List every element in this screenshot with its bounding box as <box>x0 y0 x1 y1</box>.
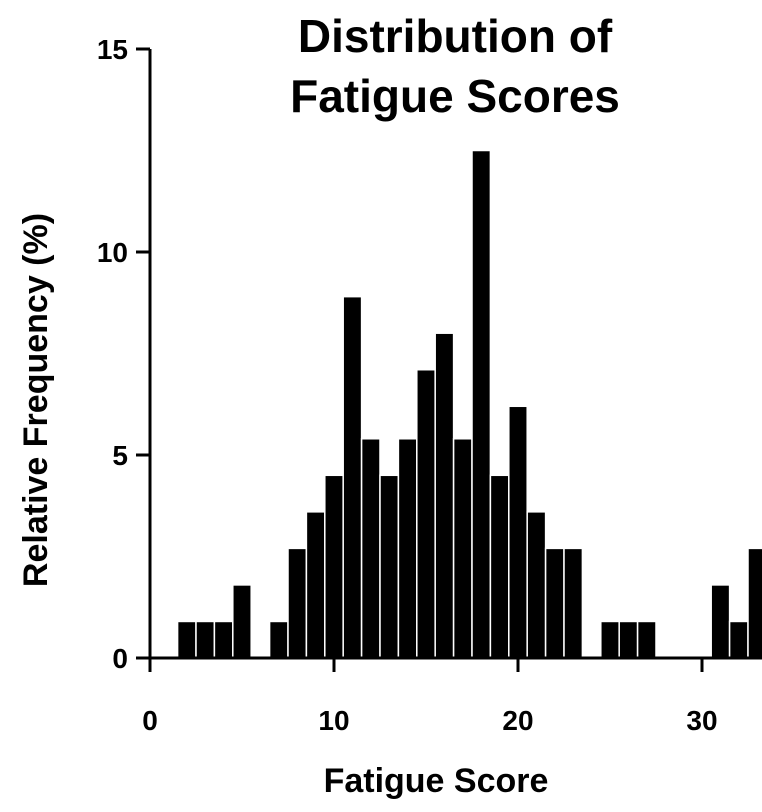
bar-score-15 <box>416 368 436 659</box>
bar-score-20 <box>508 405 528 659</box>
axes <box>148 49 762 660</box>
x-tick-label: 30 <box>686 705 717 736</box>
bar-score-27 <box>636 620 657 659</box>
bar-score-3 <box>195 620 216 659</box>
bar-score-8 <box>287 547 308 659</box>
bar-score-14 <box>397 438 418 659</box>
bar-score-7 <box>268 620 289 659</box>
bar-score-31 <box>710 584 731 659</box>
bar-score-4 <box>213 620 234 659</box>
chart-title-line-1: Distribution of <box>298 10 613 62</box>
y-tick-label: 10 <box>97 237 128 268</box>
chart-title-line-2: Fatigue Scores <box>290 70 620 122</box>
bar-score-19 <box>489 474 510 659</box>
y-tick-label: 5 <box>112 440 128 471</box>
x-tick-label: 20 <box>502 705 533 736</box>
bar-score-9 <box>305 511 326 659</box>
bar-score-12 <box>360 438 381 659</box>
bar-score-16 <box>434 332 455 659</box>
bar-score-2 <box>176 620 197 659</box>
bar-score-11 <box>342 295 363 659</box>
y-tick-label: 15 <box>97 34 128 65</box>
x-tick-label: 10 <box>318 705 349 736</box>
bar-score-22 <box>544 547 565 659</box>
bars-group <box>176 149 762 659</box>
bar-score-32 <box>728 620 749 659</box>
bar-score-17 <box>452 438 473 659</box>
bar-score-25 <box>600 620 620 659</box>
bar-score-10 <box>324 474 344 659</box>
y-axis-ticks: 0 5 10 15 <box>97 34 150 674</box>
x-tick-label: 0 <box>142 705 158 736</box>
x-axis-ticks: 0 10 20 30 <box>142 658 718 736</box>
y-tick-label: 0 <box>112 643 128 674</box>
bar-score-33 <box>747 547 762 659</box>
bar-score-23 <box>563 547 584 659</box>
y-axis-label: Relative Frequency (%) <box>17 213 55 587</box>
bar-score-26 <box>618 620 639 659</box>
bar-score-21 <box>526 511 547 659</box>
bar-score-5 <box>232 584 252 659</box>
x-axis-label: Fatigue Score <box>324 762 549 800</box>
bar-score-13 <box>379 474 400 659</box>
bar-score-18 <box>471 149 492 659</box>
